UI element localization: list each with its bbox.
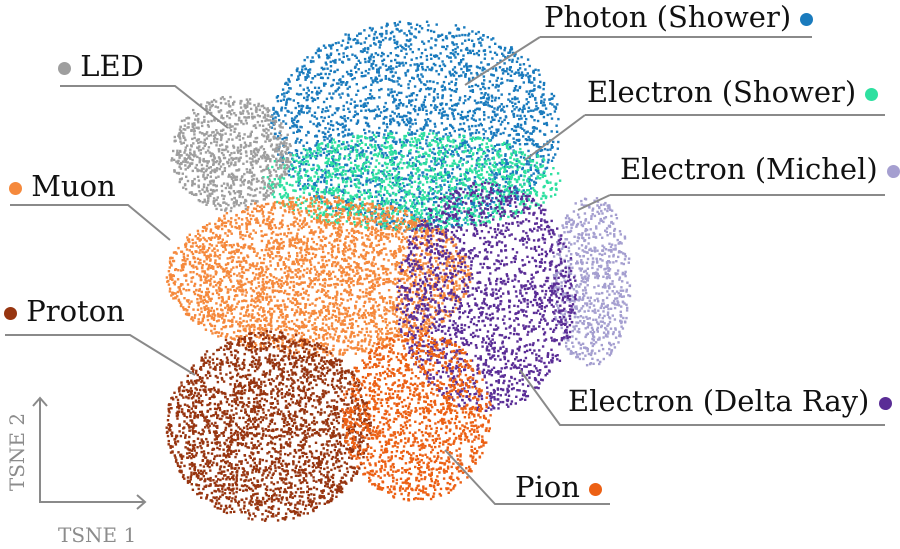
photon-legend-dot (800, 12, 814, 26)
label-muon: Muon (9, 172, 116, 201)
led-legend-dot (58, 61, 71, 75)
pion-legend-dot (589, 482, 603, 496)
scatter-points (165, 20, 632, 522)
y-axis-label: TSNE 2 (5, 412, 30, 492)
label-proton: Proton (4, 297, 125, 326)
callout-lines (5, 36, 885, 510)
michel-legend-dot (886, 164, 900, 178)
label-pion: Pion (515, 473, 603, 502)
label-electron-delta-ray: Electron (Delta Ray) (568, 387, 892, 416)
label-photon-shower: Photon (Shower) (544, 3, 814, 32)
label-electron-shower: Electron (Shower) (587, 78, 879, 107)
muon-legend-dot (9, 181, 22, 195)
label-electron-michel: Electron (Michel) (620, 155, 900, 184)
delta-ray-legend-dot (878, 396, 892, 410)
x-axis-label: TSNE 1 (58, 523, 137, 547)
label-led: LED (58, 52, 144, 81)
proton-legend-dot (4, 306, 17, 320)
electron-shower-legend-dot (865, 87, 879, 101)
